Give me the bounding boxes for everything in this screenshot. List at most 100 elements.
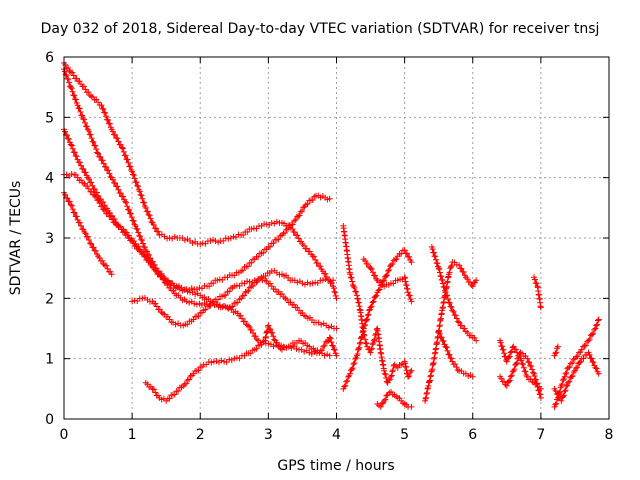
data-point-fill: [62, 61, 69, 68]
data-point-fill: [383, 272, 390, 279]
data-point-fill: [314, 279, 321, 286]
data-point-fill: [320, 343, 327, 350]
data-point-fill: [85, 237, 92, 244]
data-point-fill: [351, 360, 358, 367]
data-point: [388, 262, 394, 269]
data-point-fill: [71, 149, 78, 156]
data-point: [118, 144, 125, 151]
data-point-fill: [255, 253, 262, 260]
data-point-fill: [392, 256, 399, 263]
data-point: [176, 286, 183, 293]
data-point-fill: [68, 142, 75, 149]
data-point-fill: [295, 235, 302, 242]
data-point-fill: [112, 180, 119, 187]
data-point-fill: [317, 347, 324, 354]
data-point-fill: [99, 203, 106, 210]
series-arc-13: [428, 244, 480, 344]
data-point-fill: [88, 179, 95, 186]
data-point-fill: [71, 92, 78, 99]
data-point: [193, 286, 200, 293]
data-point-fill: [273, 339, 280, 346]
data-point: [595, 316, 602, 323]
data-point: [585, 337, 592, 344]
data-point-fill: [561, 388, 568, 395]
data-point-fill: [382, 371, 389, 378]
data-point-fill: [568, 373, 575, 380]
data-point-fill: [170, 287, 177, 294]
data-point-fill: [559, 381, 566, 388]
data-point: [401, 247, 408, 254]
data-point-fill: [147, 260, 154, 267]
data-point-fill: [348, 274, 355, 281]
data-point-fill: [330, 285, 337, 292]
data-point-fill: [366, 307, 373, 314]
data-point-fill: [219, 276, 226, 283]
data-point-fill: [432, 256, 439, 263]
data-point-fill: [270, 343, 277, 350]
data-point-fill: [88, 135, 95, 142]
x-tick-label: 8: [605, 427, 614, 443]
data-point-fill: [530, 369, 537, 376]
data-point: [469, 283, 476, 290]
data-point-fill: [436, 266, 443, 273]
data-point-fill: [76, 219, 83, 226]
data-point-fill: [461, 325, 468, 332]
data-point-fill: [188, 285, 195, 292]
data-point: [381, 367, 388, 374]
data-point-fill: [381, 370, 388, 377]
data-point-fill: [362, 257, 369, 264]
data-point-fill: [219, 304, 226, 311]
data-point-fill: [107, 213, 114, 220]
data-point-fill: [434, 260, 441, 267]
data-point-fill: [444, 292, 451, 299]
data-point-fill: [324, 351, 331, 358]
data-point-fill: [577, 358, 584, 365]
data-point-fill: [359, 333, 366, 340]
data-point: [149, 385, 156, 392]
data-point: [299, 280, 306, 287]
data-point-fill: [369, 341, 376, 348]
series-arc-6: [129, 276, 340, 332]
data-point: [347, 370, 354, 377]
data-point-fill: [253, 345, 260, 352]
data-point: [408, 403, 415, 410]
data-point-fill: [79, 112, 86, 119]
data-point: [565, 364, 572, 371]
data-point-fill: [158, 273, 165, 280]
data-point-fill: [403, 250, 410, 257]
data-point-fill: [84, 233, 91, 240]
data-point-fill: [139, 249, 146, 256]
data-point-fill: [321, 352, 328, 359]
data-point-fill: [590, 359, 597, 366]
data-point-fill: [139, 237, 146, 244]
data-point: [384, 379, 391, 386]
data-point-fill: [350, 361, 357, 368]
data-point: [197, 241, 204, 248]
y-tick-label: 4: [45, 171, 54, 187]
data-point-fill: [99, 157, 106, 164]
data-point: [360, 325, 367, 332]
y-axis-label: SDTVAR / TECUs: [8, 181, 24, 296]
data-point-fill: [349, 282, 356, 289]
data-point-fill: [505, 378, 512, 385]
data-point-fill: [498, 375, 505, 382]
data-point-fill: [258, 341, 265, 348]
data-point-fill: [574, 353, 581, 360]
data-point-fill: [144, 254, 151, 261]
data-point: [449, 307, 456, 314]
data-point-fill: [136, 188, 143, 195]
data-point-fill: [236, 355, 243, 362]
data-point-fill: [155, 271, 162, 278]
data-point-fill: [124, 203, 131, 210]
data-point-fill: [552, 401, 559, 408]
data-point-fill: [311, 349, 318, 356]
data-point-fill: [371, 336, 378, 343]
data-point-fill: [252, 333, 259, 340]
data-point-fill: [239, 293, 246, 300]
chart-title: Day 032 of 2018, Sidereal Day-to-day VTE…: [41, 21, 600, 37]
data-point-fill: [100, 206, 107, 213]
data-point-fill: [171, 391, 178, 398]
data-point-fill: [85, 176, 92, 183]
data-point-fill: [342, 382, 349, 389]
data-point-fill: [202, 306, 209, 313]
